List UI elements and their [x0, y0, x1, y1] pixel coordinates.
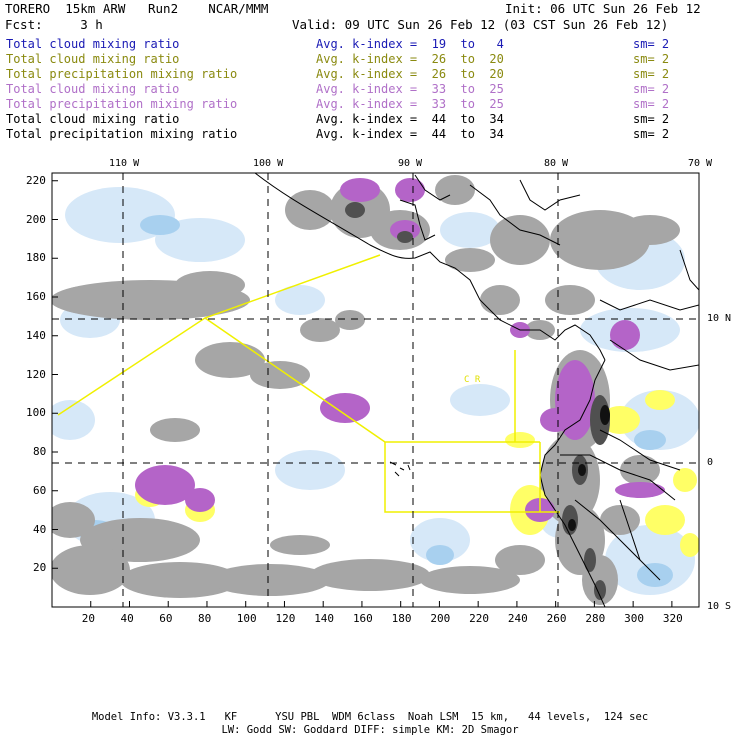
x-axis-ticks [90, 601, 673, 607]
y-tick-label: 120 [26, 367, 46, 381]
x-tick-label: 180 [391, 612, 412, 625]
x-tick-label: 120 [275, 612, 296, 625]
y-tick-label: 100 [26, 406, 46, 420]
x-tick-label: 320 [662, 612, 683, 625]
x-tick-label: 240 [507, 612, 528, 625]
x-tick-label: 280 [585, 612, 606, 625]
lon-label-100w: 100 W [253, 158, 284, 169]
x-tick-label: 160 [352, 612, 373, 625]
legend-row-5-label: Total precipitation mixing ratio [6, 97, 238, 111]
yellow-precip-areas [135, 390, 699, 557]
legend-row-1-index: Avg. k-index = 19 to 4 [316, 37, 504, 51]
legend-row-5-index: Avg. k-index = 33 to 25 [316, 97, 504, 111]
y-tick-label: 140 [26, 328, 46, 342]
grey-cloud-areas [52, 175, 680, 605]
y-tick-label: 180 [26, 251, 46, 265]
lat-label-10n: 10 N [707, 313, 732, 324]
x-tick-label: 80 [197, 612, 212, 625]
legend-row-7-label: Total precipitation mixing ratio [6, 127, 238, 141]
legend-row-3-sm: sm= 2 [633, 67, 670, 81]
lat-label-10s: 10 S [707, 601, 732, 612]
plot-frame [51, 172, 700, 608]
forecast-hour: Fcst: 3 h [5, 17, 103, 32]
y-axis-ticks [52, 180, 58, 569]
lon-label-70w: 70 W [688, 158, 713, 169]
model-title: TORERO 15km ARW Run2 NCAR/MMM [5, 1, 269, 16]
valid-time: Valid: 09 UTC Sun 26 Feb 12 (03 CST Sun … [292, 17, 669, 32]
legend-row-1-sm: sm= 2 [633, 37, 670, 51]
y-tick-label: 160 [26, 290, 46, 303]
graticule [52, 173, 699, 607]
legend-row-3-index: Avg. k-index = 26 to 20 [316, 67, 504, 81]
legend-row-7-sm: sm= 2 [633, 127, 670, 141]
cloud-field-layer [52, 173, 699, 607]
init-time: Init: 06 UTC Sun 26 Feb 12 [505, 1, 701, 16]
x-tick-label: 40 [120, 612, 134, 625]
legend-row-2-sm: sm= 2 [633, 52, 670, 66]
coastlines [254, 173, 699, 607]
light-blue-cloud-areas [52, 187, 699, 595]
legend-row-4-index: Avg. k-index = 33 to 25 [316, 82, 504, 96]
x-tick-label: 220 [469, 612, 490, 625]
y-tick-label: 200 [26, 212, 46, 226]
footer-physics-info: LW: Godd SW: Goddard DIFF: simple KM: 2D… [221, 724, 519, 736]
legend-row-4-sm: sm= 2 [633, 82, 670, 96]
lon-label-90w: 90 W [398, 158, 423, 169]
purple-precip-areas [135, 178, 665, 522]
y-tick-label: 40 [33, 522, 47, 536]
legend-row-6-sm: sm= 2 [633, 112, 670, 126]
y-tick-label: 20 [33, 561, 47, 575]
x-tick-label: 100 [236, 612, 257, 625]
lon-label-80w: 80 W [544, 158, 569, 169]
legend-row-6-label: Total cloud mixing ratio [6, 112, 180, 126]
country-label-cr: C R [464, 375, 481, 385]
x-tick-label: 300 [624, 612, 644, 625]
dark-grey-core-areas [345, 202, 610, 600]
legend-row-2-index: Avg. k-index = 26 to 20 [316, 52, 504, 66]
legend-row-3-label: Total precipitation mixing ratio [6, 67, 238, 81]
legend-row-1-label: Total cloud mixing ratio [6, 37, 180, 51]
legend-row-7-index: Avg. k-index = 44 to 34 [316, 127, 504, 141]
lon-label-110w: 110 W [109, 158, 140, 169]
blue-cloud-areas [75, 215, 673, 587]
boundary-lines [57, 254, 560, 513]
x-tick-label: 200 [430, 612, 451, 625]
y-tick-label: 60 [33, 483, 47, 497]
x-tick-label: 140 [314, 612, 335, 625]
footer-model-info: Model Info: V3.3.1 KF YSU PBL WDM 6class… [91, 711, 649, 723]
y-tick-label: 220 [26, 173, 46, 187]
legend-row-4-label: Total cloud mixing ratio [6, 82, 180, 96]
x-tick-label: 20 [81, 612, 95, 625]
y-tick-label: 80 [33, 445, 47, 458]
x-tick-label: 260 [546, 612, 567, 625]
legend-row-6-index: Avg. k-index = 44 to 34 [316, 112, 504, 126]
x-tick-label: 60 [159, 612, 173, 625]
black-core-areas [568, 405, 610, 531]
lat-label-0: 0 [707, 457, 714, 468]
legend-row-5-sm: sm= 2 [633, 97, 670, 111]
legend-row-2-label: Total cloud mixing ratio [6, 52, 180, 66]
